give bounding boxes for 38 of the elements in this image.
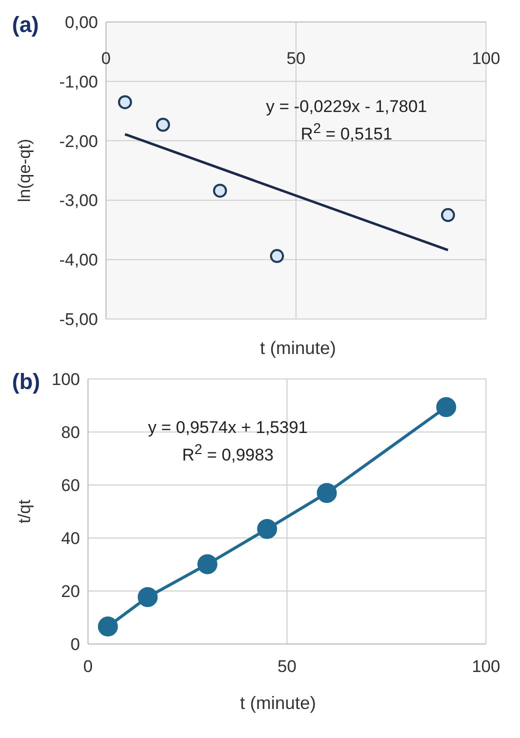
y-tick-label: 60 [61, 476, 80, 496]
point [316, 482, 337, 503]
y-tick-label: -3,00 [59, 191, 98, 210]
point [197, 554, 218, 574]
x-tick-label: 100 [472, 657, 500, 676]
annotation: R$^{2}$ = 0,9983 [181, 441, 275, 467]
x-tick-label: 0 [101, 49, 111, 68]
x-axis-title: t (minute) [258, 338, 338, 359]
y-tick-label: 40 [61, 529, 80, 548]
y-axis-title: t/qt [15, 499, 34, 524]
chart-title: (b) [12, 369, 40, 395]
point [436, 397, 456, 418]
y-tick-label: -1,00 [59, 72, 98, 92]
point [270, 249, 284, 264]
y-tick-label: -5,00 [59, 310, 98, 330]
y-tick-label: 0,00 [64, 13, 98, 32]
point [118, 95, 132, 110]
y-tick-label: 100 [52, 370, 80, 390]
x-tick-label: 50 [278, 657, 296, 676]
y-tick-label: 80 [61, 423, 80, 442]
y-tick-label: 20 [61, 582, 80, 602]
y-tick-label: 0 [70, 635, 80, 654]
point [138, 587, 158, 608]
annotation: R$^{2}$ = 0,5151 [300, 120, 394, 146]
annotation: y = 0,9574x + 1,5391 [148, 417, 308, 439]
annotation: y = -0,0229x - 1,7801 [266, 96, 428, 118]
y-tick-label: -2,00 [59, 132, 98, 151]
x-tick-label: 100 [472, 49, 500, 68]
x-tick-label: 50 [286, 49, 306, 68]
point [213, 184, 227, 198]
point [98, 616, 118, 637]
y-tick-label: -4,00 [59, 250, 98, 270]
chart-title: (a) [12, 12, 39, 38]
point [441, 208, 455, 222]
x-axis-title: t (minute) [238, 693, 318, 714]
point [257, 518, 278, 539]
y-axis-title: ln(qe-qt) [15, 138, 34, 202]
point [156, 118, 170, 132]
